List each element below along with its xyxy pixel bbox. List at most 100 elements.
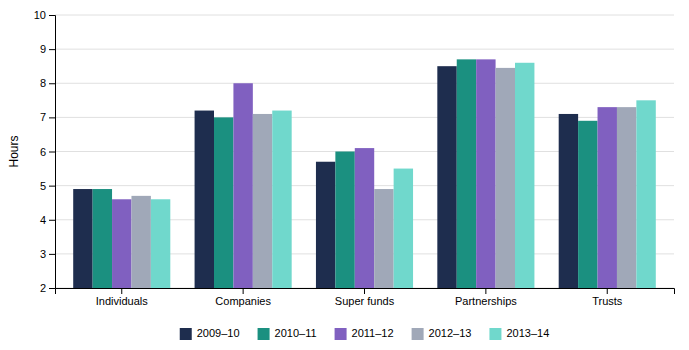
- x-tick-label: Partnerships: [455, 295, 517, 307]
- y-tick-mark: [49, 152, 55, 153]
- bar: [151, 199, 170, 288]
- y-tick: 9: [40, 43, 55, 55]
- bar: [559, 114, 578, 288]
- x-tick-mark: [364, 288, 365, 294]
- y-tick-label: 10: [34, 9, 46, 21]
- x-tick-label: Super funds: [335, 295, 395, 307]
- bar: [515, 63, 534, 288]
- grid-line: [55, 49, 674, 50]
- bar: [496, 68, 515, 288]
- x-tick: Companies: [215, 288, 271, 307]
- y-tick: 5: [40, 180, 55, 192]
- bar: [73, 189, 92, 288]
- grid-line: [55, 117, 674, 118]
- y-tick: 10: [34, 9, 55, 21]
- bar: [195, 111, 214, 288]
- y-tick-label: 4: [40, 214, 46, 226]
- x-axis: Individuals Companies Super funds Partnersh…: [56, 288, 675, 307]
- y-tick-label: 3: [40, 248, 46, 260]
- bar-series: [112, 59, 617, 288]
- y-tick: 8: [40, 77, 55, 89]
- x-tick: Super funds: [335, 288, 395, 307]
- bar: [112, 199, 131, 288]
- bar: [394, 169, 413, 288]
- grid-line: [55, 83, 674, 84]
- x-axis-line: [56, 289, 675, 295]
- bar: [233, 83, 252, 288]
- y-tick-mark: [49, 186, 55, 187]
- y-tick-label: 6: [40, 146, 46, 158]
- y-tick: 6: [40, 146, 55, 158]
- y-tick-label: 8: [40, 77, 46, 89]
- bar: [335, 152, 354, 289]
- x-tick: Partnerships: [455, 288, 517, 307]
- bar: [437, 66, 456, 288]
- x-tick-mark: [243, 288, 244, 294]
- x-tick-mark: [607, 288, 608, 294]
- bar: [253, 114, 272, 288]
- y-tick-mark: [49, 15, 55, 16]
- bar: [93, 189, 112, 288]
- x-tick: Trusts: [592, 288, 623, 307]
- legend-swatch: [335, 328, 347, 340]
- y-tick: 3: [40, 248, 55, 260]
- legend-label: 2012–13: [429, 327, 472, 339]
- y-tick-mark: [49, 254, 55, 255]
- legend-swatch: [180, 328, 192, 340]
- bar: [355, 148, 374, 288]
- y-tick-label: 9: [40, 43, 46, 55]
- chart-container: 2 3 4 5 6 7 8 9 10 Individuals Companies Super fund…: [0, 0, 689, 350]
- bars: [73, 59, 656, 288]
- bar: [272, 111, 291, 288]
- chart-svg: 2 3 4 5 6 7 8 9 10 Individuals Companies Super fund…: [0, 0, 689, 350]
- y-tick-label: 7: [40, 111, 46, 123]
- bar-series: [73, 66, 578, 288]
- legend-item: 2013–14: [489, 327, 549, 340]
- y-tick-mark: [49, 288, 55, 289]
- plot-area: 2 3 4 5 6 7 8 9 10 Individuals Companies Super fund…: [34, 9, 675, 350]
- y-tick-mark: [49, 49, 55, 50]
- y-tick: 7: [40, 111, 55, 123]
- legend-label: 2010–11: [275, 327, 317, 339]
- bar: [598, 107, 617, 288]
- y-tick-mark: [49, 117, 55, 118]
- bar: [131, 196, 150, 288]
- legend-item: 2009–10: [180, 327, 240, 340]
- bar: [316, 162, 335, 288]
- legend: 2009–10 2010–11 2011–12 2012–13 2013–14: [180, 327, 550, 340]
- legend-item: 2012–13: [412, 327, 472, 340]
- bar: [578, 121, 597, 288]
- y-axis-line: [49, 16, 56, 289]
- grid-line: [55, 15, 674, 16]
- bar-series: [131, 68, 636, 288]
- bar: [214, 117, 233, 288]
- y-tick-mark: [49, 220, 55, 221]
- x-tick-label: Companies: [215, 295, 271, 307]
- x-tick-mark: [121, 288, 122, 294]
- legend-label: 2011–12: [352, 327, 394, 339]
- bar-series: [151, 63, 656, 288]
- bar: [457, 59, 476, 288]
- legend-label: 2013–14: [506, 327, 549, 339]
- bar: [617, 107, 636, 288]
- y-axis: 2 3 4 5 6 7 8 9 10: [34, 9, 56, 294]
- y-tick-label: 2: [40, 282, 46, 294]
- bar-series: [93, 59, 598, 288]
- legend-swatch: [412, 328, 424, 340]
- bar: [374, 189, 393, 288]
- legend-label: 2009–10: [197, 327, 240, 339]
- y-tick-mark: [49, 83, 55, 84]
- y-tick-label: 5: [40, 180, 46, 192]
- y-tick: 2: [40, 282, 55, 294]
- legend-swatch: [258, 328, 270, 340]
- bar: [636, 100, 655, 288]
- legend-item: 2010–11: [258, 327, 317, 340]
- legend-swatch: [489, 328, 501, 340]
- x-tick: Individuals: [96, 288, 148, 307]
- bar: [476, 59, 495, 288]
- x-tick-mark: [485, 288, 486, 294]
- legend-item: 2011–12: [335, 327, 394, 340]
- x-tick-label: Individuals: [96, 295, 148, 307]
- y-axis-label: Hours: [7, 135, 21, 167]
- x-tick-label: Trusts: [592, 295, 623, 307]
